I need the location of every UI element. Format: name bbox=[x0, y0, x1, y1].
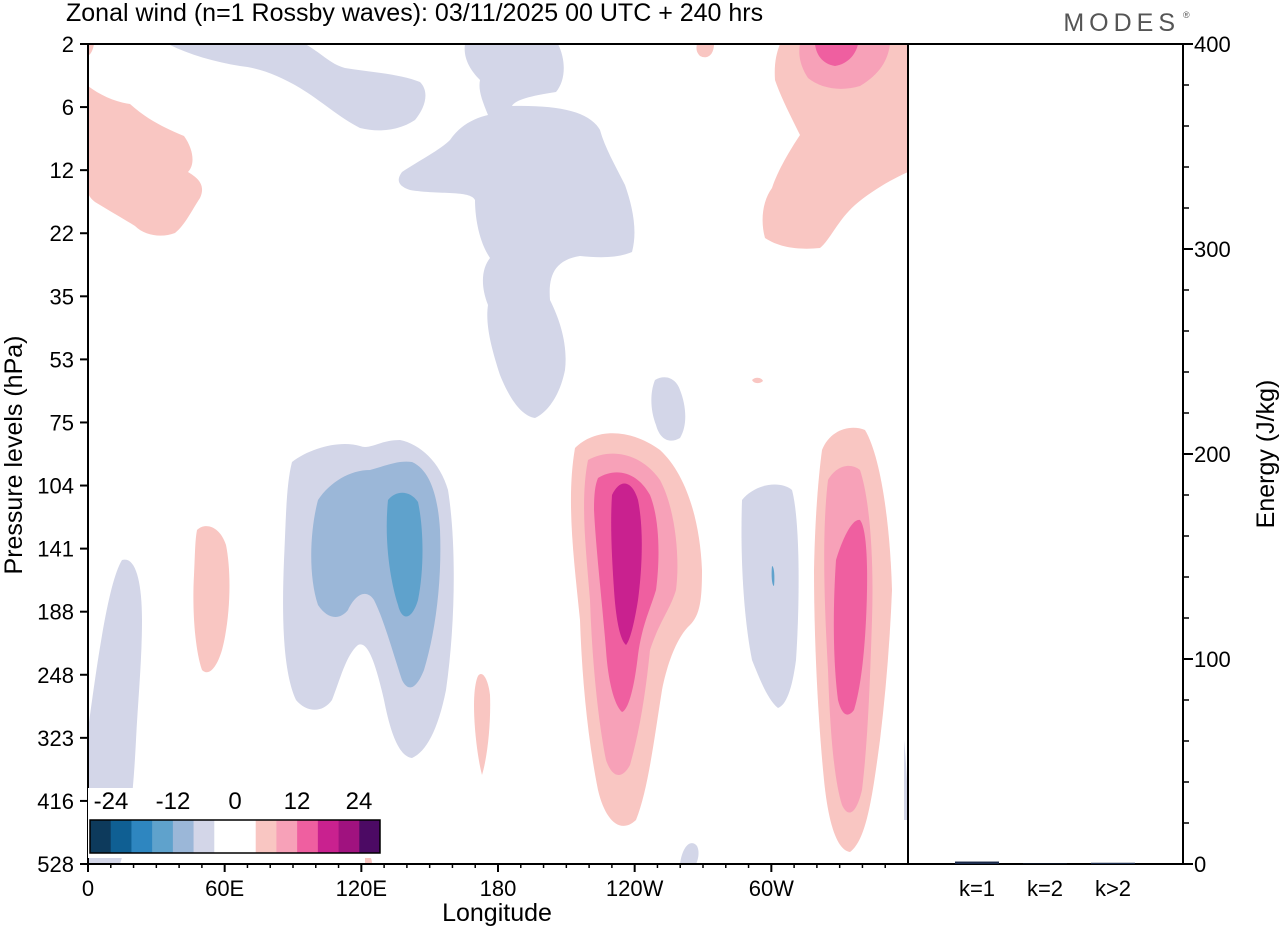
colorbar-swatch bbox=[235, 820, 257, 853]
y-tick-label: 416 bbox=[37, 789, 74, 814]
energy-bar bbox=[955, 861, 999, 864]
contour-neg-18 bbox=[386, 492, 423, 617]
colorbar-swatch bbox=[276, 820, 298, 853]
contour-plot bbox=[87, 43, 909, 865]
x-tick-label: 0 bbox=[82, 876, 94, 901]
contour-pos-east-18 bbox=[833, 519, 868, 715]
colorbar-label: -24 bbox=[94, 788, 129, 815]
energy-tick-label: 300 bbox=[1194, 237, 1231, 262]
colorbar-swatch bbox=[317, 820, 339, 853]
y-tick-label: 528 bbox=[37, 852, 74, 877]
contour-pos-ur-dot bbox=[696, 44, 714, 58]
contour-pos-pac-24 bbox=[611, 483, 642, 645]
colorbar-frame bbox=[89, 819, 381, 854]
contour-neg-upper bbox=[168, 44, 426, 131]
contour-pos-dot bbox=[752, 377, 763, 384]
y-axis-label: Pressure levels (hPa) bbox=[0, 336, 28, 575]
contour-neg-eastpac bbox=[741, 484, 799, 708]
contour-pos-tick bbox=[88, 44, 94, 56]
colorbar-swatch bbox=[193, 820, 215, 853]
contour-pos-ul bbox=[88, 86, 203, 236]
colorbar-swatch bbox=[338, 820, 360, 853]
y-tick-label: 248 bbox=[37, 663, 74, 688]
energy-tick-label: 200 bbox=[1194, 442, 1231, 467]
energy-tick-label: 400 bbox=[1194, 32, 1231, 57]
pressure-axis: 2 6 12 22 35 53 75 104 141 188 248 323 416 528 bbox=[37, 32, 88, 877]
x-axis-label: Longitude bbox=[442, 899, 552, 927]
energy-axis-label: Energy (J/kg) bbox=[1252, 380, 1280, 529]
longitude-axis: 0 60E 120E 180 120W 60W bbox=[82, 864, 886, 901]
energy-tick-label: 0 bbox=[1194, 852, 1206, 877]
y-tick-label: 104 bbox=[37, 474, 74, 499]
energy-bar-label: k>2 bbox=[1095, 876, 1131, 901]
colorbar-swatch bbox=[131, 820, 153, 853]
y-tick-label: 2 bbox=[62, 32, 74, 57]
colorbar-swatch bbox=[110, 820, 132, 853]
registered-mark: ® bbox=[1183, 10, 1190, 20]
contour-neg-west bbox=[88, 559, 142, 864]
contour-neg-small bbox=[651, 377, 686, 441]
modes-logo: MODES bbox=[1063, 9, 1180, 37]
x-tick-label: 120W bbox=[606, 876, 664, 901]
contour-pos-thin bbox=[474, 674, 491, 775]
colorbar-label: -12 bbox=[156, 788, 191, 815]
y-tick-label: 22 bbox=[50, 221, 74, 246]
energy-bar-label: k=2 bbox=[1027, 876, 1063, 901]
x-tick-label: 120E bbox=[336, 876, 387, 901]
contour-neg-upper-main bbox=[398, 44, 635, 418]
contour-pos-atl bbox=[193, 526, 230, 673]
contour-neg-bottom bbox=[680, 843, 699, 864]
colorbar-swatch bbox=[297, 820, 319, 853]
colorbar-swatch bbox=[214, 820, 236, 853]
colorbar-swatch bbox=[172, 820, 194, 853]
contour-pos-ur-3 bbox=[815, 44, 858, 66]
y-tick-label: 53 bbox=[50, 347, 74, 372]
contour-pos-ur bbox=[762, 44, 908, 249]
y-tick-label: 12 bbox=[50, 158, 74, 183]
y-tick-label: 35 bbox=[50, 284, 74, 309]
x-tick-label: 60E bbox=[205, 876, 244, 901]
y-tick-label: 6 bbox=[62, 95, 74, 120]
colorbar-label: 24 bbox=[346, 788, 373, 815]
contour-neg-18-dot bbox=[771, 566, 775, 586]
colorbar: -24 -12 0 12 24 bbox=[88, 788, 381, 858]
energy-panel: 0 100 200 300 400 k=1 k=2 k>2 Energy (J/kg) bbox=[908, 32, 1280, 901]
x-tick-label: 180 bbox=[480, 876, 517, 901]
x-tick-label: 60W bbox=[749, 876, 794, 901]
colorbar-swatch bbox=[152, 820, 174, 853]
energy-bar-label: k=1 bbox=[959, 876, 995, 901]
colorbar-label: 12 bbox=[284, 788, 311, 815]
y-tick-label: 188 bbox=[37, 600, 74, 625]
energy-tick-label: 100 bbox=[1194, 647, 1231, 672]
y-tick-label: 323 bbox=[37, 726, 74, 751]
y-tick-label: 75 bbox=[50, 410, 74, 435]
chart-title: Zonal wind (n=1 Rossby waves): 03/11/202… bbox=[66, 0, 763, 27]
colorbar-swatch bbox=[359, 820, 381, 853]
colorbar-label: 0 bbox=[228, 788, 241, 815]
colorbar-swatch bbox=[255, 820, 277, 853]
y-tick-label: 141 bbox=[37, 537, 74, 562]
colorbar-swatch bbox=[90, 820, 112, 853]
energy-bar bbox=[1091, 862, 1135, 864]
